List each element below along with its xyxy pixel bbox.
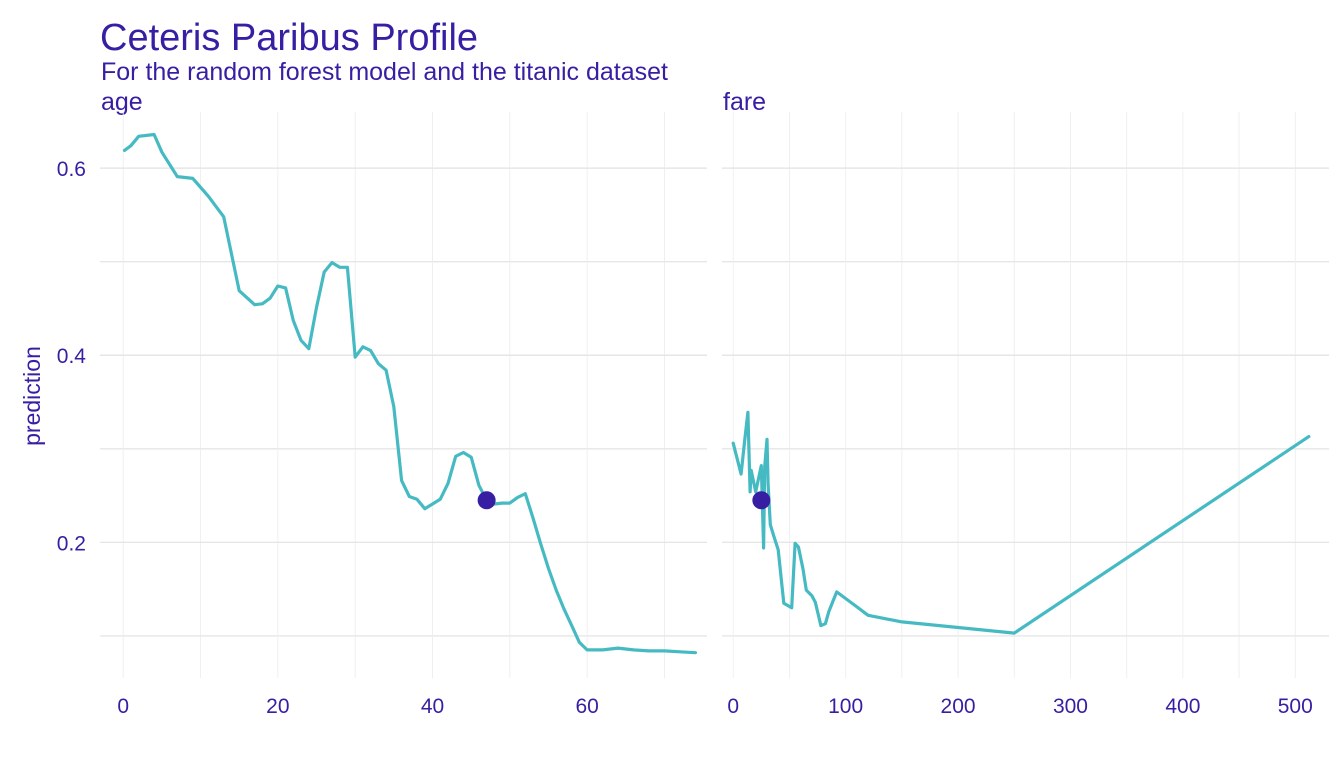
x-tick-label-age: 0 (117, 695, 129, 718)
x-tick-label-fare: 0 (727, 695, 739, 718)
observation-point-fare (752, 491, 771, 510)
x-tick-label-fare: 500 (1278, 695, 1313, 718)
panel-fare: 0 100 200 300 400 500 (722, 112, 1329, 718)
x-tick-label-fare: 100 (828, 695, 863, 718)
x-tick-label-fare: 300 (1053, 695, 1088, 718)
chart-subtitle: For the random forest model and the tita… (101, 58, 668, 86)
chart-title: Ceteris Paribus Profile (100, 17, 478, 59)
panel-age-strip: age (101, 88, 143, 116)
x-tick-label-age: 40 (421, 695, 444, 718)
panel-age: 0 20 40 60 0.2 0.4 0.6 (57, 112, 707, 718)
x-tick-label-age: 60 (575, 695, 598, 718)
y-tick-label: 0.6 (57, 158, 86, 181)
plot-layer: 0 20 40 60 0.2 0.4 0.6 0 100 200 300 400 500 (57, 112, 1329, 718)
x-tick-label-fare: 200 (941, 695, 976, 718)
x-tick-label-fare: 400 (1165, 695, 1200, 718)
y-tick-label: 0.2 (57, 532, 86, 555)
y-tick-label: 0.4 (57, 345, 87, 368)
observation-point-age (477, 491, 496, 510)
y-axis-label: prediction (19, 346, 45, 446)
panel-fare-strip: fare (723, 88, 766, 116)
profile-line-age (122, 132, 698, 655)
x-tick-label-age: 20 (266, 695, 289, 718)
profile-line-fare (731, 410, 1311, 635)
